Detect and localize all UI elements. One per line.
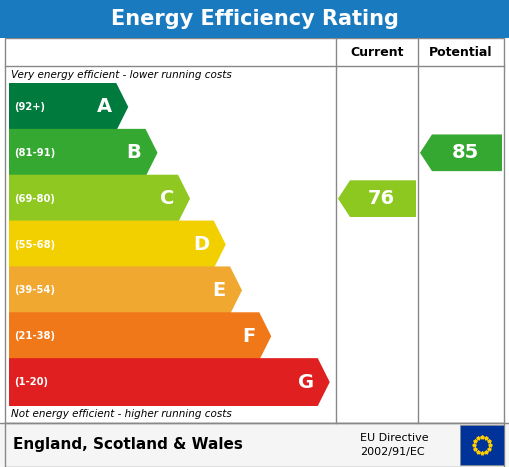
Text: (55-68): (55-68) — [14, 240, 55, 249]
Text: (92+): (92+) — [14, 102, 45, 112]
Polygon shape — [420, 134, 502, 171]
Polygon shape — [9, 129, 157, 177]
Text: England, Scotland & Wales: England, Scotland & Wales — [13, 438, 243, 453]
Bar — [460, 425, 504, 465]
Text: Potential: Potential — [429, 45, 493, 58]
Polygon shape — [338, 180, 416, 217]
Text: B: B — [127, 143, 142, 163]
Text: Energy Efficiency Rating: Energy Efficiency Rating — [110, 9, 399, 29]
Polygon shape — [9, 83, 128, 131]
Text: EU Directive
2002/91/EC: EU Directive 2002/91/EC — [360, 433, 429, 457]
Text: E: E — [213, 281, 226, 300]
Text: Very energy efficient - lower running costs: Very energy efficient - lower running co… — [11, 70, 232, 80]
Bar — [5, 423, 504, 467]
Polygon shape — [9, 175, 190, 223]
Text: (81-91): (81-91) — [14, 148, 55, 158]
Bar — [5, 38, 504, 423]
Polygon shape — [9, 312, 271, 360]
Text: D: D — [193, 235, 210, 254]
Polygon shape — [9, 267, 242, 314]
Polygon shape — [9, 220, 226, 269]
Text: 76: 76 — [367, 189, 395, 208]
Bar — [0, 423, 509, 467]
Text: (39-54): (39-54) — [14, 285, 55, 295]
Text: 85: 85 — [451, 143, 479, 163]
Text: F: F — [242, 327, 255, 346]
Polygon shape — [9, 358, 330, 406]
Text: Not energy efficient - higher running costs: Not energy efficient - higher running co… — [11, 409, 232, 419]
Text: (69-80): (69-80) — [14, 194, 55, 204]
Bar — [0, 0, 509, 38]
Text: G: G — [298, 373, 314, 391]
Text: (1-20): (1-20) — [14, 377, 48, 387]
Text: C: C — [160, 189, 174, 208]
Text: A: A — [97, 98, 112, 116]
Text: Current: Current — [350, 45, 404, 58]
Text: (21-38): (21-38) — [14, 331, 55, 341]
